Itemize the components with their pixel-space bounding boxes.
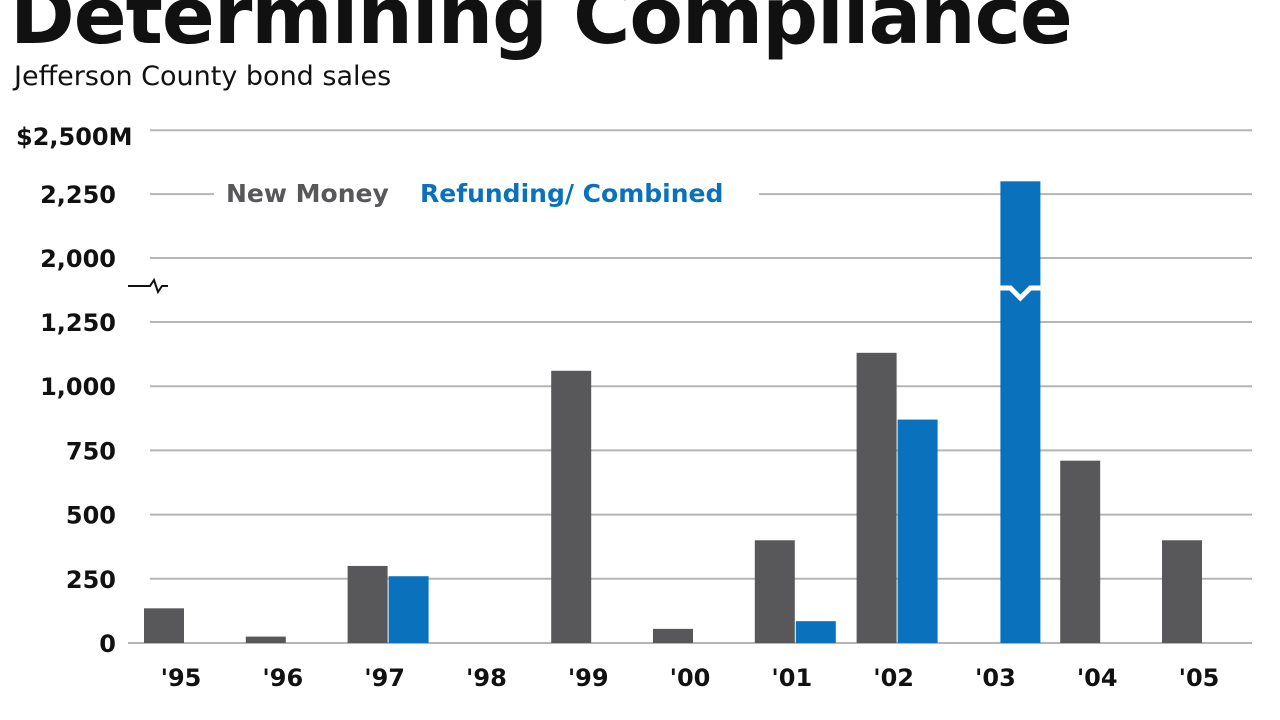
y-axis-tick-labels: 0 250 500 750 1,000 1,250 2,000 2,250 $2,500M (16, 123, 133, 658)
bar-new-money (653, 628, 693, 643)
axis-break-marker (128, 277, 168, 295)
chart-title: Determining Compliance (10, 0, 1073, 62)
x-tick-label: '02 (873, 664, 914, 692)
x-tick-label: '96 (262, 664, 303, 692)
bar-refunding-combined (897, 419, 938, 643)
bar-new-money (754, 540, 795, 643)
x-tick-label: '04 (1077, 664, 1118, 692)
bar-new-money (1060, 460, 1101, 643)
x-tick-label: '99 (568, 664, 609, 692)
chart-subtitle: Jefferson County bond sales (14, 61, 392, 92)
y-tick-label: $2,500M (16, 123, 133, 151)
axis-break-zigzag (128, 277, 168, 295)
y-tick-label: 250 (66, 566, 116, 594)
y-tick-label: 750 (66, 437, 116, 465)
x-tick-label: '05 (1179, 664, 1220, 692)
bar-break-marker (998, 285, 1043, 302)
x-tick-label: '01 (771, 664, 812, 692)
bar-refunding-combined (388, 576, 429, 643)
y-tick-label: 0 (99, 630, 116, 658)
y-tick-label: 1,250 (40, 309, 116, 337)
y-tick-label: 2,000 (40, 245, 116, 273)
bar-new-money (1162, 540, 1202, 643)
x-tick-label: '98 (466, 664, 507, 692)
y-tick-label: 500 (66, 502, 116, 530)
y-tick-label: 2,250 (40, 181, 116, 209)
x-tick-label: '00 (670, 664, 711, 692)
bars (144, 181, 1202, 643)
legend-refunding-combined: Refunding/ Combined (420, 179, 723, 208)
x-tick-label: '97 (364, 664, 405, 692)
bar-new-money (856, 352, 897, 643)
x-tick-label: '95 (161, 664, 202, 692)
legend: New Money Refunding/ Combined (214, 170, 759, 216)
bar-refunding-combined (1000, 181, 1041, 643)
x-axis-tick-labels: '95 '96 '97 '98 '99 '00 '01 '02 '03 '04 '05 (161, 664, 1220, 692)
bar-new-money (144, 608, 184, 643)
y-tick-label: 1,000 (40, 373, 116, 401)
bar-new-money (551, 370, 592, 643)
legend-new-money: New Money (226, 179, 389, 208)
x-tick-label: '03 (975, 664, 1016, 692)
legend-background (214, 170, 759, 216)
bar-new-money (245, 636, 286, 643)
bar-refunding-combined (795, 621, 836, 643)
bar-new-money (347, 565, 388, 643)
